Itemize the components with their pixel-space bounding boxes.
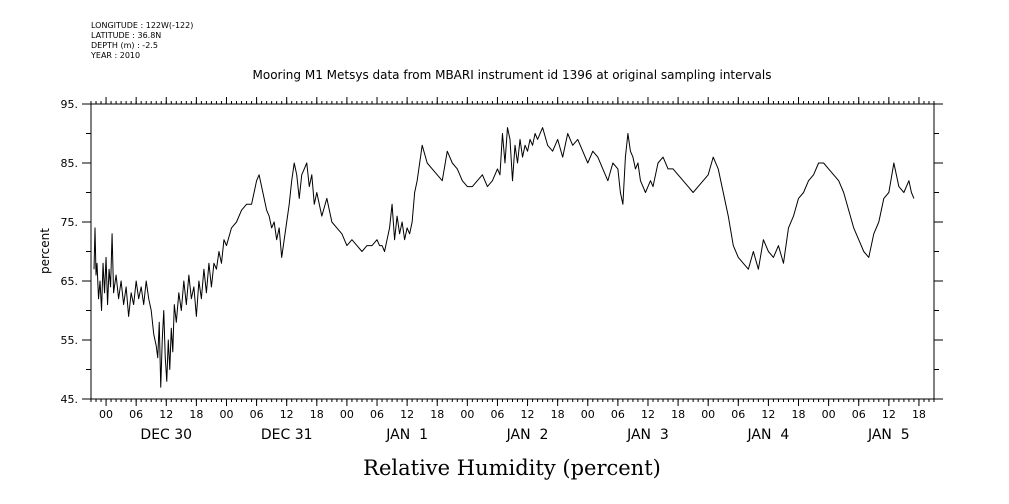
metadata-block: LONGITUDE : 122W(-122) LATITUDE : 36.8N DE… bbox=[91, 21, 193, 61]
year-text: YEAR : 2010 bbox=[91, 51, 141, 60]
y-axis: 45. 55. 65. 75. 85. 95. bbox=[61, 98, 943, 406]
y-tick-label: 55. bbox=[61, 334, 79, 347]
x-tick-label: 00 bbox=[822, 408, 836, 421]
day-label: JAN 5 bbox=[867, 427, 910, 443]
x-tick-label: 00 bbox=[99, 408, 113, 421]
day-label: DEC 30 bbox=[140, 427, 192, 443]
x-tick-label: 00 bbox=[460, 408, 474, 421]
x-tick-label: 12 bbox=[159, 408, 173, 421]
series-group bbox=[93, 127, 915, 388]
day-label: DEC 31 bbox=[261, 427, 313, 443]
x-tick-label: 18 bbox=[430, 408, 444, 421]
x-tick-label: 18 bbox=[310, 408, 324, 421]
day-label: JAN 1 bbox=[385, 427, 428, 443]
day-label: JAN 3 bbox=[626, 427, 669, 443]
y-tick-label: 95. bbox=[61, 98, 79, 111]
x-tick-label: 06 bbox=[731, 408, 745, 421]
x-tick-label: 06 bbox=[129, 408, 143, 421]
y-tick-label: 45. bbox=[61, 393, 79, 406]
plot-frame bbox=[90, 103, 935, 400]
x-tick-label: 18 bbox=[792, 408, 806, 421]
x-tick-label: 06 bbox=[250, 408, 264, 421]
x-tick-label: 12 bbox=[641, 408, 655, 421]
x-tick-label: 00 bbox=[581, 408, 595, 421]
y-tick-label: 85. bbox=[61, 157, 79, 170]
x-axis-label: Relative Humidity (percent) bbox=[363, 456, 661, 480]
day-label: JAN 4 bbox=[747, 427, 790, 443]
latitude-text: LATITUDE : 36.8N bbox=[91, 31, 162, 40]
x-tick-label: 18 bbox=[912, 408, 926, 421]
x-tick-label: 06 bbox=[490, 408, 504, 421]
x-tick-label: 00 bbox=[701, 408, 715, 421]
day-label: JAN 2 bbox=[506, 427, 549, 443]
longitude-text: LONGITUDE : 122W(-122) bbox=[91, 21, 194, 30]
x-tick-label: 18 bbox=[551, 408, 565, 421]
x-tick-label: 06 bbox=[370, 408, 384, 421]
x-tick-label: 12 bbox=[280, 408, 294, 421]
depth-text: DEPTH (m) : -2.5 bbox=[91, 41, 158, 50]
x-tick-label: 06 bbox=[852, 408, 866, 421]
minor-ticks bbox=[90, 101, 935, 402]
x-tick-label: 18 bbox=[189, 408, 203, 421]
x-tick-label: 12 bbox=[521, 408, 535, 421]
y-tick-label: 75. bbox=[61, 216, 79, 229]
x-axis: 00 06 12 18 00 06 12 18 00 06 12 18 00 06 12 18 00 06 12 18… bbox=[99, 97, 926, 443]
x-tick-label: 18 bbox=[671, 408, 685, 421]
x-tick-label: 12 bbox=[882, 408, 896, 421]
chart-title: Mooring M1 Metsys data from MBARI instru… bbox=[253, 68, 772, 82]
y-axis-label: percent bbox=[38, 228, 52, 274]
x-tick-label: 12 bbox=[761, 408, 775, 421]
x-tick-label: 12 bbox=[400, 408, 414, 421]
x-tick-label: 00 bbox=[219, 408, 233, 421]
x-tick-label: 00 bbox=[340, 408, 354, 421]
y-tick-label: 65. bbox=[61, 275, 79, 288]
series-line bbox=[93, 127, 915, 388]
minor-tick-marks bbox=[90, 101, 935, 402]
x-tick-label: 06 bbox=[611, 408, 625, 421]
